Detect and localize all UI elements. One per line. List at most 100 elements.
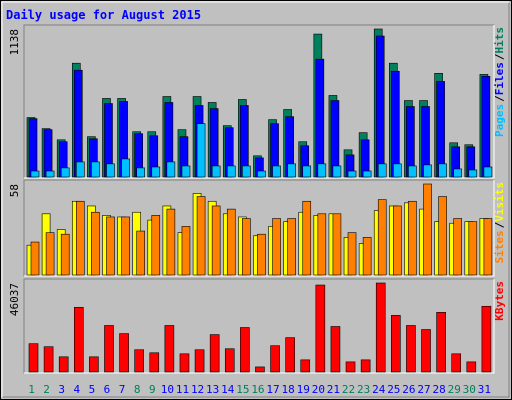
- chart-title: Daily usage for August 2015: [6, 8, 201, 22]
- legend: Sites /Visits: [493, 182, 506, 264]
- bar: [89, 356, 99, 373]
- bar: [362, 237, 372, 276]
- bar: [330, 100, 340, 178]
- x-tick-label: 26: [402, 383, 415, 396]
- bar: [300, 359, 311, 373]
- bar: [73, 69, 83, 178]
- bar: [375, 35, 385, 178]
- bar: [255, 366, 265, 373]
- bar: [287, 218, 296, 276]
- x-tick-label: 4: [73, 383, 80, 396]
- bar: [302, 200, 312, 276]
- bar: [45, 170, 55, 178]
- bar: [151, 166, 161, 178]
- bar: [377, 199, 387, 276]
- x-tick-label: 2: [43, 383, 50, 396]
- bar: [330, 326, 341, 373]
- bar: [211, 205, 221, 276]
- bar: [408, 200, 417, 276]
- bar: [134, 349, 144, 373]
- x-tick-label: 18: [282, 383, 295, 396]
- bar: [119, 333, 129, 373]
- bar: [393, 205, 402, 276]
- y-tick-label: 46037: [8, 283, 21, 316]
- legend-label: Visits: [493, 182, 506, 222]
- bar: [106, 216, 115, 276]
- bar: [242, 165, 251, 178]
- bar: [393, 163, 402, 178]
- x-tick-label: 30: [463, 383, 476, 396]
- bar: [332, 165, 342, 178]
- bar: [60, 233, 70, 276]
- bar: [347, 232, 357, 276]
- legend-label: Files: [493, 62, 506, 95]
- bar: [166, 208, 176, 276]
- bar: [149, 352, 160, 373]
- bar: [136, 230, 145, 276]
- bar: [362, 170, 372, 178]
- bar: [436, 81, 445, 178]
- bar: [211, 165, 221, 178]
- x-tick-label: 3: [58, 383, 65, 396]
- x-tick-label: 8: [134, 383, 141, 396]
- x-tick-label: 5: [89, 383, 96, 396]
- bar: [421, 329, 431, 373]
- x-tick-label: 28: [432, 383, 445, 396]
- x-tick-label: 9: [149, 383, 156, 396]
- bar: [28, 118, 38, 178]
- bar: [360, 359, 371, 373]
- bar: [224, 348, 235, 373]
- bar: [483, 218, 493, 276]
- bar: [45, 232, 55, 276]
- bar: [43, 346, 54, 373]
- x-tick-label: 17: [266, 383, 279, 396]
- bar: [166, 161, 176, 178]
- bar: [332, 213, 342, 276]
- bar: [75, 161, 85, 178]
- bar: [257, 233, 266, 276]
- x-tick-label: 20: [312, 383, 325, 396]
- bar: [194, 349, 205, 373]
- bar: [285, 337, 295, 373]
- bar: [315, 58, 325, 178]
- legend-separator: /: [493, 95, 506, 102]
- bar: [347, 170, 357, 178]
- bar: [375, 282, 386, 373]
- bar: [408, 165, 417, 178]
- bar: [181, 226, 191, 276]
- x-tick-label: 13: [206, 383, 219, 396]
- x-tick-label: 6: [104, 383, 111, 396]
- bar: [317, 163, 327, 178]
- x-tick-label: 1: [28, 383, 35, 396]
- bar: [58, 356, 69, 373]
- y-tick-label: 58: [8, 184, 21, 197]
- bar: [453, 168, 463, 178]
- bar: [272, 165, 281, 178]
- bar: [226, 165, 236, 178]
- bar: [481, 305, 492, 373]
- legend: Pages/Files/Hits: [493, 27, 506, 137]
- bar: [75, 200, 85, 276]
- bar: [317, 213, 327, 276]
- bar: [179, 353, 190, 373]
- x-tick-label: 19: [297, 383, 310, 396]
- x-tick-label: 24: [372, 383, 386, 396]
- bar: [106, 163, 115, 178]
- x-tick-label: 7: [119, 383, 126, 396]
- bar: [391, 315, 401, 373]
- bar: [196, 123, 206, 178]
- x-tick-label: 10: [161, 383, 174, 396]
- bar: [406, 325, 416, 373]
- x-tick-label: 14: [221, 383, 235, 396]
- bar: [423, 183, 432, 276]
- x-tick-label: 25: [387, 383, 400, 396]
- bar: [196, 196, 206, 276]
- bar: [481, 76, 491, 178]
- legend-separator: /: [493, 221, 506, 228]
- bar: [104, 325, 114, 373]
- bar: [30, 170, 40, 178]
- x-tick-label: 27: [417, 383, 430, 396]
- x-tick-label: 21: [327, 383, 340, 396]
